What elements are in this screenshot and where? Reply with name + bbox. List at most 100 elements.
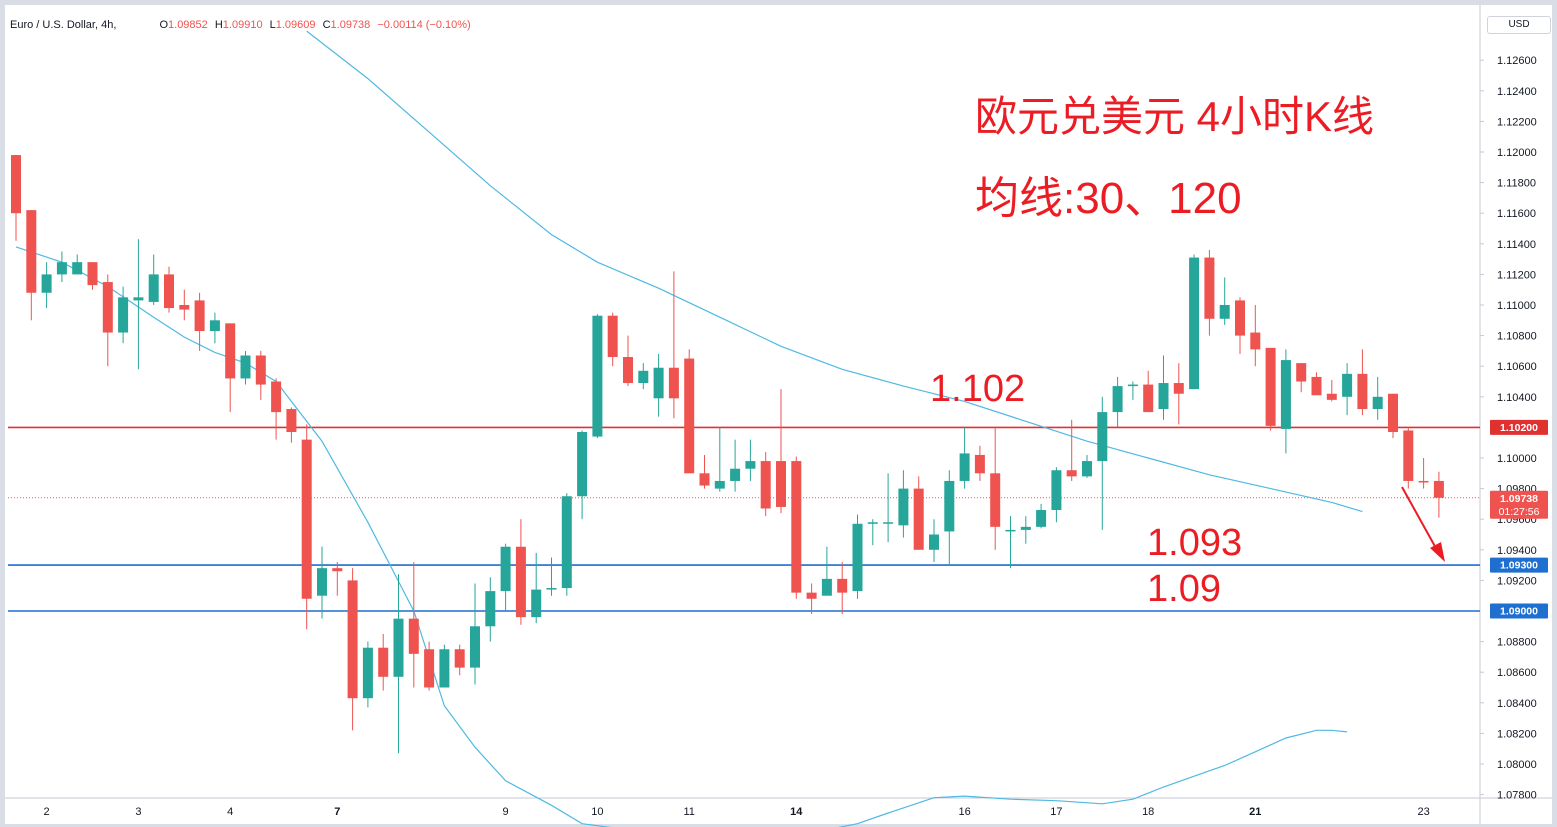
annotation-level-resistance: 1.102	[930, 368, 1026, 410]
candle-body	[362, 647, 373, 699]
y-tick-label: 1.12000	[1497, 147, 1537, 159]
candle	[1189, 254, 1200, 390]
candle-body	[1250, 332, 1261, 350]
candle	[561, 493, 572, 596]
candle	[317, 546, 327, 619]
candle	[1097, 396, 1108, 530]
candle-body	[745, 461, 756, 469]
candle	[1235, 297, 1245, 354]
candle-body	[699, 473, 710, 486]
candle-body	[760, 461, 771, 509]
candle	[515, 519, 526, 625]
candle-body	[439, 649, 450, 688]
candle	[653, 353, 664, 417]
candle-body	[837, 578, 848, 593]
candle-body	[714, 480, 725, 489]
candle	[439, 644, 450, 688]
price-tag-resistance: 1.10200	[1490, 419, 1548, 435]
y-tick-label: 1.11200	[1497, 269, 1536, 281]
candle	[164, 266, 174, 313]
candle	[867, 519, 878, 546]
candle-body	[592, 315, 603, 437]
candle-body	[1189, 257, 1200, 390]
y-tick-label: 1.08200	[1497, 728, 1537, 740]
high-label: H	[214, 19, 223, 31]
candle-body	[730, 468, 741, 481]
candle-body	[959, 453, 970, 481]
candle-body	[638, 370, 649, 384]
candle-body	[974, 454, 985, 474]
candle	[1265, 347, 1276, 431]
candle	[1280, 349, 1291, 454]
candle	[1066, 419, 1077, 481]
candle-body	[1082, 461, 1092, 477]
candle	[913, 476, 924, 550]
candle-body	[164, 274, 174, 309]
candle-body	[1005, 529, 1016, 532]
candle	[102, 274, 113, 367]
candle	[72, 254, 83, 275]
candle-body	[546, 588, 557, 590]
y-tick-label: 1.10400	[1497, 392, 1537, 404]
candle-body	[332, 568, 343, 572]
candle-body	[424, 649, 435, 688]
candle	[684, 349, 695, 474]
y-tick-label: 1.08600	[1497, 667, 1537, 679]
candle-body	[607, 315, 618, 358]
candle	[776, 389, 786, 514]
y-tick-label: 1.11600	[1497, 208, 1536, 220]
candle-body	[485, 591, 496, 627]
candle-body	[1204, 257, 1215, 319]
currency-button[interactable]: USD	[1487, 16, 1551, 34]
candle-body	[1097, 412, 1108, 462]
candle	[271, 378, 282, 440]
symbol-title[interactable]: Euro / U.S. Dollar, 4h,	[10, 19, 117, 31]
candle-body	[133, 297, 144, 301]
candle	[118, 286, 129, 344]
candle-body	[806, 592, 817, 599]
candle	[959, 427, 970, 489]
candle	[760, 451, 771, 517]
candle	[623, 335, 633, 387]
candle-body	[561, 496, 572, 589]
symbol-legend: Euro / U.S. Dollar, 4h, O1.09852 H1.0991…	[10, 17, 475, 33]
candle	[990, 427, 1001, 550]
candle	[577, 430, 588, 520]
candle	[408, 562, 419, 688]
candle	[332, 562, 343, 596]
y-tick-label: 1.12200	[1497, 116, 1537, 128]
candle-body	[1112, 386, 1123, 413]
candle-body	[1311, 376, 1322, 396]
annotation-level-support-1: 1.093	[1147, 522, 1243, 564]
arrow-annotation-shaft	[1401, 486, 1438, 551]
candle	[852, 514, 863, 599]
candle	[1433, 471, 1444, 518]
candle	[929, 519, 939, 563]
arrow-down-icon	[1430, 542, 1445, 562]
candle-body	[194, 300, 205, 332]
candle	[347, 568, 358, 731]
candle-body	[883, 522, 894, 524]
candle-body	[1235, 300, 1245, 336]
candle	[362, 641, 373, 708]
candle	[133, 239, 144, 370]
candle-body	[668, 367, 679, 399]
candle-body	[286, 409, 297, 432]
candle-body	[11, 155, 21, 214]
candle-body	[240, 355, 251, 379]
y-tick-label: 1.10600	[1497, 361, 1537, 373]
candle	[11, 155, 21, 241]
y-tick-label: 1.08800	[1497, 637, 1537, 649]
candle-body	[148, 274, 159, 302]
candle	[87, 262, 98, 290]
candle-body	[72, 262, 83, 275]
low-value: 1.09609	[275, 19, 316, 31]
price-tag-support-1-box	[1490, 557, 1548, 573]
candle-body	[623, 357, 633, 384]
x-tick-label: 3	[135, 806, 141, 818]
candle	[378, 633, 389, 691]
close-label: C	[322, 19, 331, 31]
candle-body	[531, 589, 542, 618]
candle-body	[684, 358, 695, 474]
